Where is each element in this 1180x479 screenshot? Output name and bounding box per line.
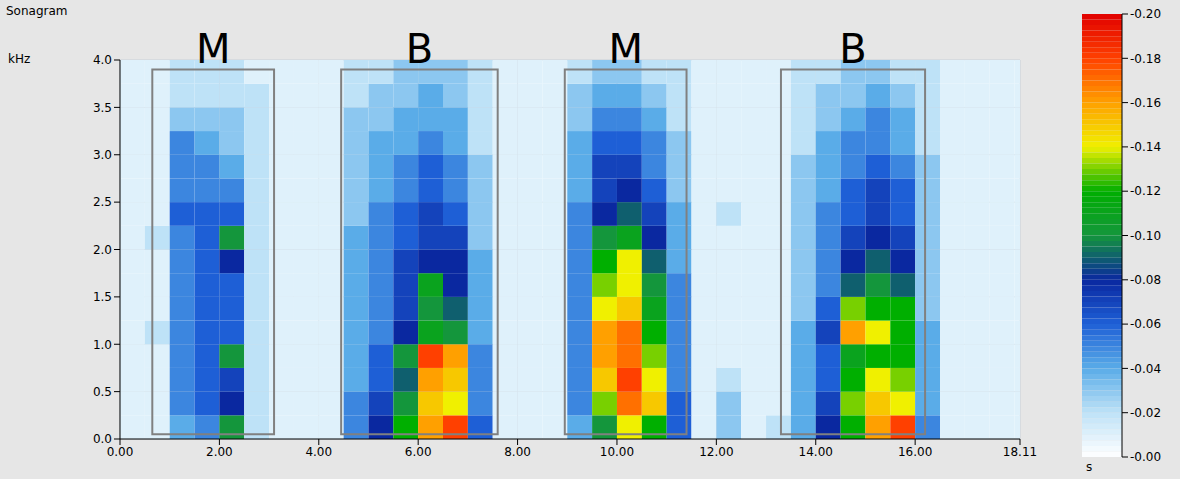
svg-text:14.00: 14.00 (799, 445, 833, 459)
svg-text:-0.16: -0.16 (1130, 96, 1161, 110)
svg-text:2.00: 2.00 (206, 445, 233, 459)
svg-text:B: B (406, 26, 433, 72)
svg-text:4.0: 4.0 (93, 53, 112, 67)
svg-text:B: B (839, 26, 866, 72)
svg-text:16.00: 16.00 (898, 445, 932, 459)
html-text:s: s (1086, 460, 1093, 474)
svg-text:12.00: 12.00 (699, 445, 733, 459)
svg-text:-0.18: -0.18 (1130, 52, 1161, 66)
svg-text:2.0: 2.0 (93, 243, 112, 257)
svg-text:0.0: 0.0 (93, 432, 112, 446)
svg-text:-0.12: -0.12 (1130, 184, 1161, 198)
svg-text:-0.08: -0.08 (1130, 273, 1161, 287)
svg-text:M: M (608, 26, 643, 72)
svg-text:M: M (196, 26, 231, 72)
svg-text:-0.14: -0.14 (1130, 140, 1161, 154)
svg-text:18.11: 18.11 (1003, 445, 1037, 459)
svg-text:1.5: 1.5 (93, 290, 112, 304)
html-text:Sonagram: Sonagram (6, 4, 68, 18)
svg-text:3.5: 3.5 (93, 101, 112, 115)
svg-text:-0.00: -0.00 (1130, 450, 1161, 464)
svg-text:0.00: 0.00 (107, 445, 134, 459)
html-text:kHz: kHz (8, 52, 31, 66)
svg-text:-0.10: -0.10 (1130, 229, 1161, 243)
svg-text:2.5: 2.5 (93, 195, 112, 209)
svg-text:-0.06: -0.06 (1130, 317, 1161, 331)
svg-text:0.5: 0.5 (93, 385, 112, 399)
svg-text:-0.20: -0.20 (1130, 7, 1161, 21)
svg-text:8.00: 8.00 (504, 445, 531, 459)
svg-text:6.00: 6.00 (405, 445, 432, 459)
svg-text:10.00: 10.00 (600, 445, 634, 459)
svg-text:3.0: 3.0 (93, 148, 112, 162)
svg-text:-0.02: -0.02 (1130, 406, 1161, 420)
svg-text:-0.04: -0.04 (1130, 362, 1161, 376)
svg-text:1.0: 1.0 (93, 338, 112, 352)
svg-text:4.00: 4.00 (305, 445, 332, 459)
